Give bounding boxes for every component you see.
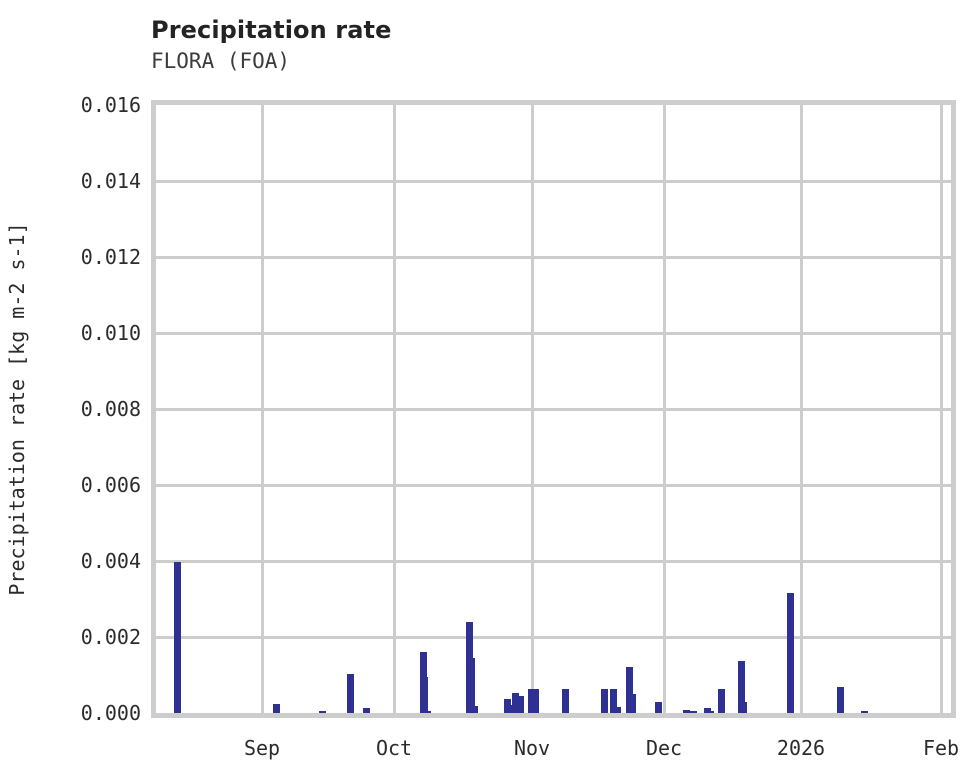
bar (613, 706, 621, 713)
gridline-vertical (260, 105, 264, 713)
bar (173, 562, 181, 713)
bar (706, 711, 714, 713)
gridline-horizontal (156, 635, 951, 639)
x-axis-tick-label: Sep (243, 736, 281, 760)
bar (703, 708, 711, 713)
bar (860, 710, 868, 713)
bar (836, 687, 844, 713)
y-axis-tick-label: 0.016 (80, 93, 141, 117)
gridline-horizontal (156, 483, 951, 487)
page-title: Precipitation rate (151, 16, 392, 44)
y-axis-label-container: Precipitation rate [kg m-2 s-1] (0, 100, 34, 718)
bar (531, 688, 539, 713)
title-block: Precipitation rate FLORA (FOA) (151, 16, 851, 75)
bar (511, 693, 519, 713)
gridline-horizontal (156, 179, 951, 183)
bar (561, 689, 569, 713)
gridline-horizontal (156, 559, 951, 563)
bar (503, 699, 511, 713)
bar (717, 689, 725, 713)
y-axis-tick-label: 0.004 (80, 549, 141, 573)
y-axis-tick-label: 0.002 (80, 625, 141, 649)
gridline-horizontal (156, 331, 951, 335)
bar (467, 657, 475, 713)
x-axis-tick-label: Nov (513, 736, 551, 760)
bar (420, 676, 428, 713)
gridline-vertical (530, 105, 534, 713)
y-axis-tick-label: 0.012 (80, 245, 141, 269)
gridline-vertical (799, 105, 803, 713)
gridline-horizontal (156, 255, 951, 259)
x-axis-tick-label: Dec (645, 736, 683, 760)
bar (625, 667, 633, 713)
bar (527, 688, 535, 713)
y-axis-tick-label: 0.008 (80, 397, 141, 421)
bar (739, 702, 747, 713)
y-axis-label: Precipitation rate [kg m-2 s-1] (5, 222, 29, 596)
gridline-vertical (392, 105, 396, 713)
bar (362, 707, 370, 713)
x-axis-tick-label: Oct (375, 736, 413, 760)
bar (600, 689, 608, 713)
x-axis-tick-labels: Sep Oct Nov Dec 2026 Feb (0, 738, 980, 768)
bar (609, 689, 617, 713)
y-axis-tick-label: 0.000 (80, 701, 141, 725)
y-axis-tick-label: 0.014 (80, 169, 141, 193)
x-axis-tick-label: Feb (922, 736, 960, 760)
plot-inner (156, 105, 951, 713)
bar (737, 660, 745, 713)
plot-area (151, 100, 956, 718)
bar (628, 694, 636, 713)
bar (654, 702, 662, 713)
x-axis-tick-label: 2026 (776, 736, 826, 760)
bar (682, 709, 690, 713)
gridline-vertical (939, 105, 943, 713)
bar (423, 710, 431, 713)
bar (507, 705, 515, 713)
chart-subtitle: FLORA (FOA) (151, 49, 291, 73)
y-axis-tick-labels: 0.000 0.002 0.004 0.006 0.008 0.010 0.012 0.014… (36, 0, 141, 780)
bar (786, 592, 794, 713)
bar (470, 706, 478, 713)
bar (318, 711, 326, 713)
bar (689, 711, 697, 713)
bar (272, 704, 280, 713)
gridline-horizontal (156, 407, 951, 411)
y-axis-tick-label: 0.006 (80, 473, 141, 497)
bar (346, 673, 354, 713)
bar (516, 695, 524, 713)
y-axis-tick-label: 0.010 (80, 321, 141, 345)
gridline-vertical (662, 105, 666, 713)
